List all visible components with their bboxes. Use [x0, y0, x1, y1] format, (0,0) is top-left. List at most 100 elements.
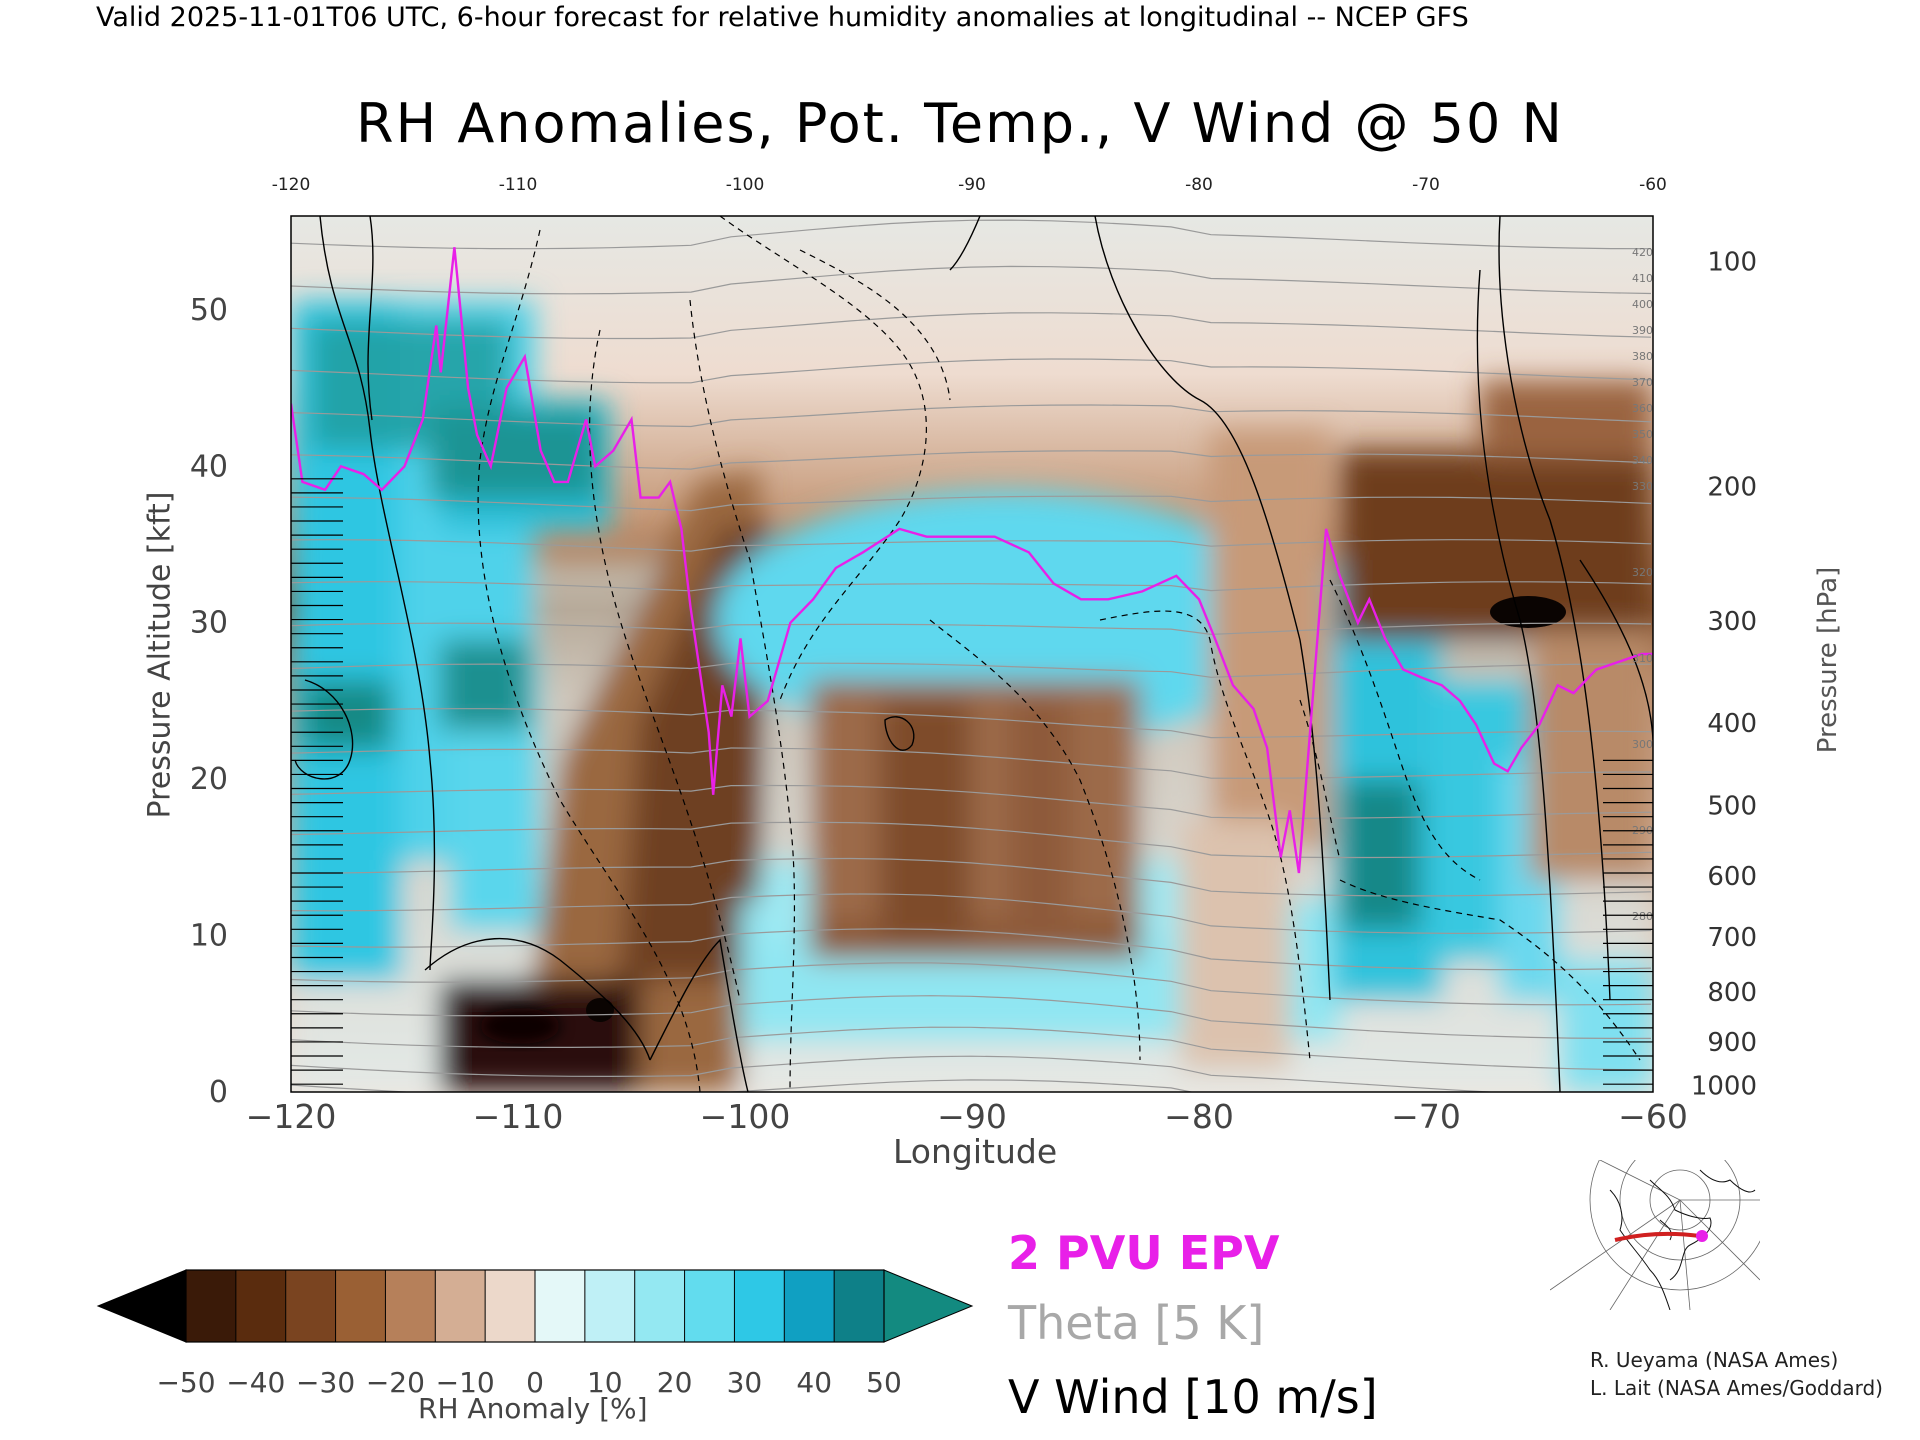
legend-epv: 2 PVU EPV [1008, 1226, 1280, 1280]
colorbar [96, 1269, 974, 1343]
plot-frame [290, 215, 1654, 1093]
x-top-tick-label: -90 [958, 175, 986, 195]
pressure-tick-label: 1000 [1691, 1072, 1757, 1102]
theta-contour [291, 358, 1652, 384]
y-tick-label: 10 [190, 919, 228, 954]
pressure-tick-label: 800 [1707, 978, 1757, 1008]
theta-contour [291, 708, 1652, 739]
colorbar-tick-label: −40 [226, 1366, 285, 1399]
theta-label: 340 [1632, 454, 1653, 467]
colorbar-tick-label: −10 [436, 1366, 495, 1399]
y-tick-label: 50 [190, 293, 228, 328]
x-tick-label: −120 [246, 1097, 337, 1136]
colorbar-tick-label: −20 [366, 1366, 425, 1399]
theta-contour [291, 821, 1652, 859]
colorbar-swatch [235, 1270, 287, 1342]
theta-contour [291, 581, 1652, 592]
x-top-tick-label: -80 [1185, 175, 1213, 195]
colorbar-swatch [584, 1270, 636, 1342]
pressure-tick-label: 400 [1707, 709, 1757, 739]
colorbar-swatch [784, 1270, 835, 1342]
colorbar-tick-label: −30 [296, 1366, 355, 1399]
colorbar-swatch [684, 1270, 735, 1342]
theta-contour [291, 784, 1652, 819]
colorbar-label: RH Anomaly [%] [418, 1392, 648, 1425]
theta-label: 350 [1632, 428, 1653, 441]
colorbar-swatch [186, 1270, 237, 1342]
theta-contour [291, 404, 1652, 428]
theta-contour [291, 962, 1652, 1006]
theta-label: 330 [1632, 480, 1653, 493]
theta-label: 300 [1632, 738, 1653, 751]
colorbar-frame [185, 1269, 885, 1343]
theta-contour [291, 539, 1652, 552]
x-top-tick-label: -110 [499, 175, 538, 195]
theta-contour [291, 450, 1652, 470]
epv-2pvu-line [291, 247, 1653, 874]
theta-label: 320 [1632, 566, 1653, 579]
theta-label: 420 [1632, 246, 1653, 259]
v-wind-contours [294, 216, 1653, 1092]
colorbar-swatch [385, 1270, 436, 1342]
x-tick-label: −110 [473, 1097, 564, 1136]
colorbar-swatch [435, 1270, 486, 1342]
x-tick-label: −70 [1391, 1097, 1461, 1136]
colorbar-tick-label: 10 [587, 1366, 623, 1399]
theta-contour [291, 495, 1652, 512]
theta-label: 390 [1632, 324, 1653, 337]
y-tick-label: 30 [190, 606, 228, 641]
colorbar-tick-label: 40 [796, 1366, 832, 1399]
x-tick-label: −90 [937, 1097, 1007, 1136]
y2-axis-label: Pressure [hPa] [1813, 566, 1843, 754]
colorbar-tick-label: 50 [866, 1366, 902, 1399]
pressure-tick-label: 300 [1707, 607, 1757, 637]
legend-theta: Theta [5 K] [1008, 1296, 1265, 1350]
pressure-tick-label: 700 [1707, 923, 1757, 953]
theta-contour [291, 622, 1652, 636]
y-axis-label: Pressure Altitude [kft] [142, 491, 178, 819]
y-tick-label: 0 [209, 1075, 228, 1110]
theta-contour [291, 747, 1652, 779]
theta-label: 360 [1632, 402, 1653, 415]
colorbar-swatch [535, 1270, 586, 1342]
x-top-tick-label: -120 [272, 175, 311, 195]
colorbar-swatch [335, 1270, 386, 1342]
pressure-tick-label: 200 [1707, 473, 1757, 503]
rh-anomaly-field: 420 410 400 390 380 370 360 350 340 330 320 310 300 2… [291, 216, 1653, 1092]
pressure-tick-label: 900 [1707, 1028, 1757, 1058]
theta-label: 410 [1632, 272, 1653, 285]
credit-line-1: R. Ueyama (NASA Ames) [1590, 1348, 1839, 1372]
legend-vwind: V Wind [10 m/s] [1008, 1370, 1378, 1424]
theta-contour [291, 1055, 1502, 1092]
theta-contour [291, 1026, 1652, 1071]
colorbar-swatch [285, 1270, 337, 1342]
colorbar-swatch [634, 1270, 686, 1342]
x-tick-label: −100 [700, 1097, 791, 1136]
pressure-tick-label: 600 [1707, 862, 1757, 892]
theta-label: 310 [1632, 652, 1653, 665]
theta-contour [291, 219, 1652, 250]
theta-contour [291, 662, 1652, 678]
theta-contour [291, 1079, 1195, 1092]
colorbar-swatch [485, 1270, 536, 1342]
x-tick-label: −80 [1164, 1097, 1234, 1136]
colorbar-tick-label: −50 [156, 1366, 215, 1399]
pressure-tick-label: 100 [1707, 247, 1757, 277]
theta-label: 370 [1632, 376, 1653, 389]
theta-contour [291, 857, 1652, 897]
theta-contour [291, 995, 1651, 1039]
theta-contour [291, 928, 1652, 971]
chart-title: RH Anomalies, Pot. Temp., V Wind @ 50 N [356, 92, 1564, 155]
colorbar-tick-label: 20 [657, 1366, 693, 1399]
pressure-tick-label: 500 [1707, 792, 1757, 822]
x-top-tick-label: -70 [1412, 175, 1440, 195]
colorbar-swatch [834, 1270, 885, 1342]
colorbar-tick-label: 0 [526, 1366, 544, 1399]
credit-line-2: L. Lait (NASA Ames/Goddard) [1590, 1376, 1883, 1400]
x-top-tick-label: -100 [726, 175, 765, 195]
colorbar-under-arrow [96, 1269, 187, 1343]
x-tick-label: −60 [1618, 1097, 1688, 1136]
header-text: Valid 2025-11-01T06 UTC, 6-hour forecast… [96, 2, 1469, 33]
theta-label: 400 [1632, 298, 1653, 311]
